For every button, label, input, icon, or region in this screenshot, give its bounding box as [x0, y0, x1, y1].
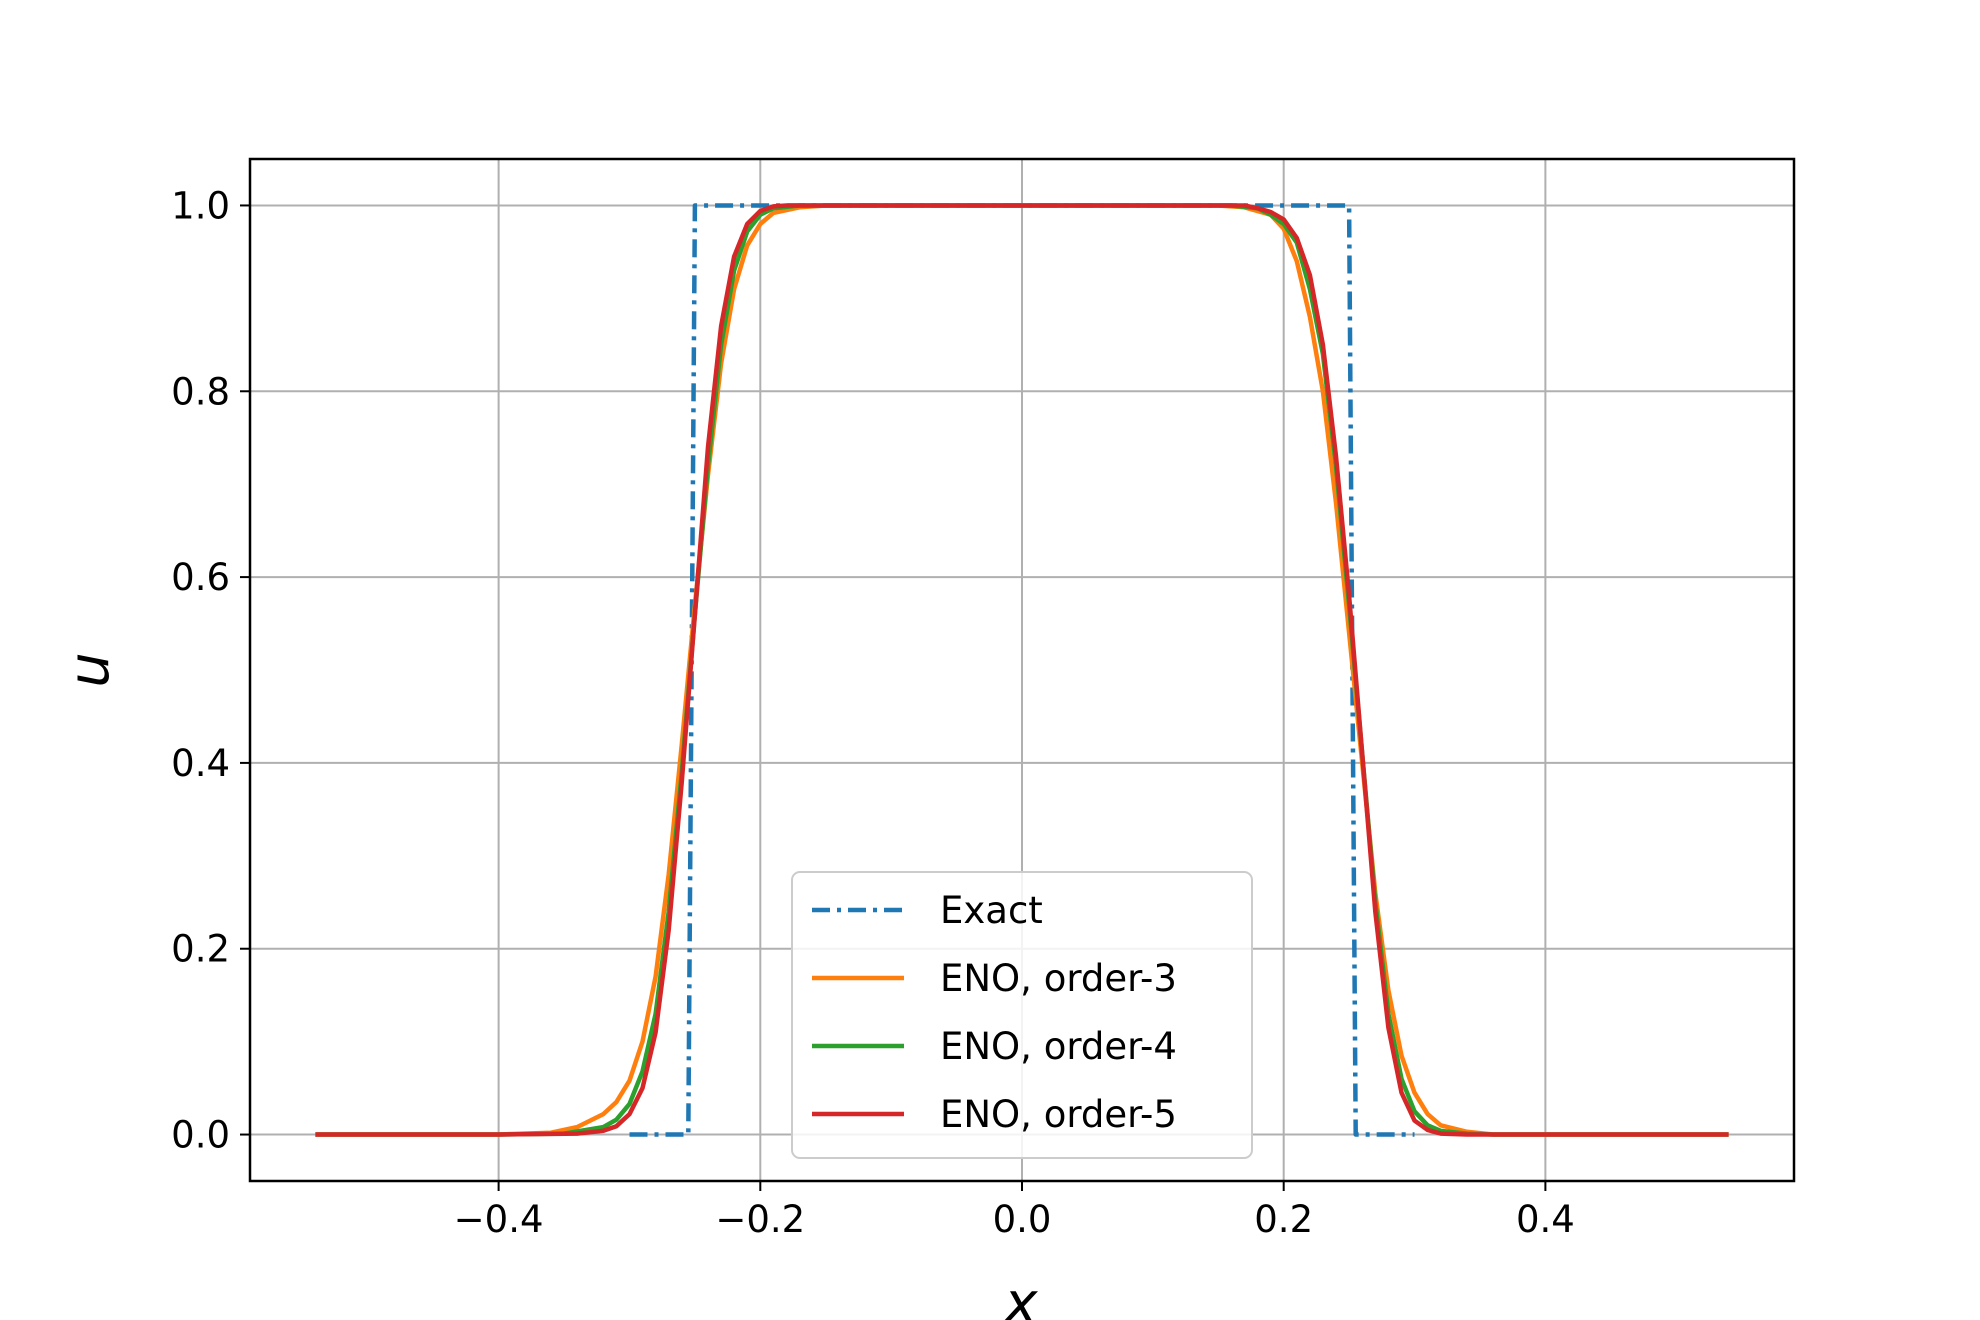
legend-label: ENO, order-3 [940, 957, 1177, 1000]
x-axis-label: x [1002, 1271, 1038, 1320]
y-tick-label: 1.0 [171, 184, 230, 227]
x-tick-label: −0.4 [454, 1198, 544, 1241]
y-axis-label: u [57, 652, 122, 688]
legend-label: ENO, order-4 [940, 1025, 1177, 1068]
x-tick-label: −0.2 [715, 1198, 805, 1241]
x-tick-label: 0.2 [1254, 1198, 1313, 1241]
series-line-4 [315, 203, 1729, 1137]
y-tick-label: 0.6 [171, 556, 230, 599]
legend-box [791, 871, 1253, 1159]
series-line-1 [629, 203, 1415, 1137]
x-tick-label: 0.0 [993, 1198, 1052, 1241]
legend: Exact ENO, order-3 ENO, order-4 ENO, order-… [791, 871, 1253, 1159]
x-tick-label: 0.4 [1516, 1198, 1575, 1241]
y-tick-label: 0.2 [171, 928, 230, 971]
y-tick-label: 0.4 [171, 742, 230, 785]
y-tick-label: 0.0 [171, 1114, 230, 1157]
legend-label: Exact [940, 889, 1043, 932]
y-tick-label: 0.8 [171, 370, 230, 413]
legend-label: ENO, order-5 [940, 1093, 1177, 1136]
tick-marks: −0.4 −0.2 0.0 0.2 0.4 0.0 0.2 0.4 0.6 0.8 1.0 [171, 184, 1575, 1241]
plot-area [315, 203, 1729, 1137]
